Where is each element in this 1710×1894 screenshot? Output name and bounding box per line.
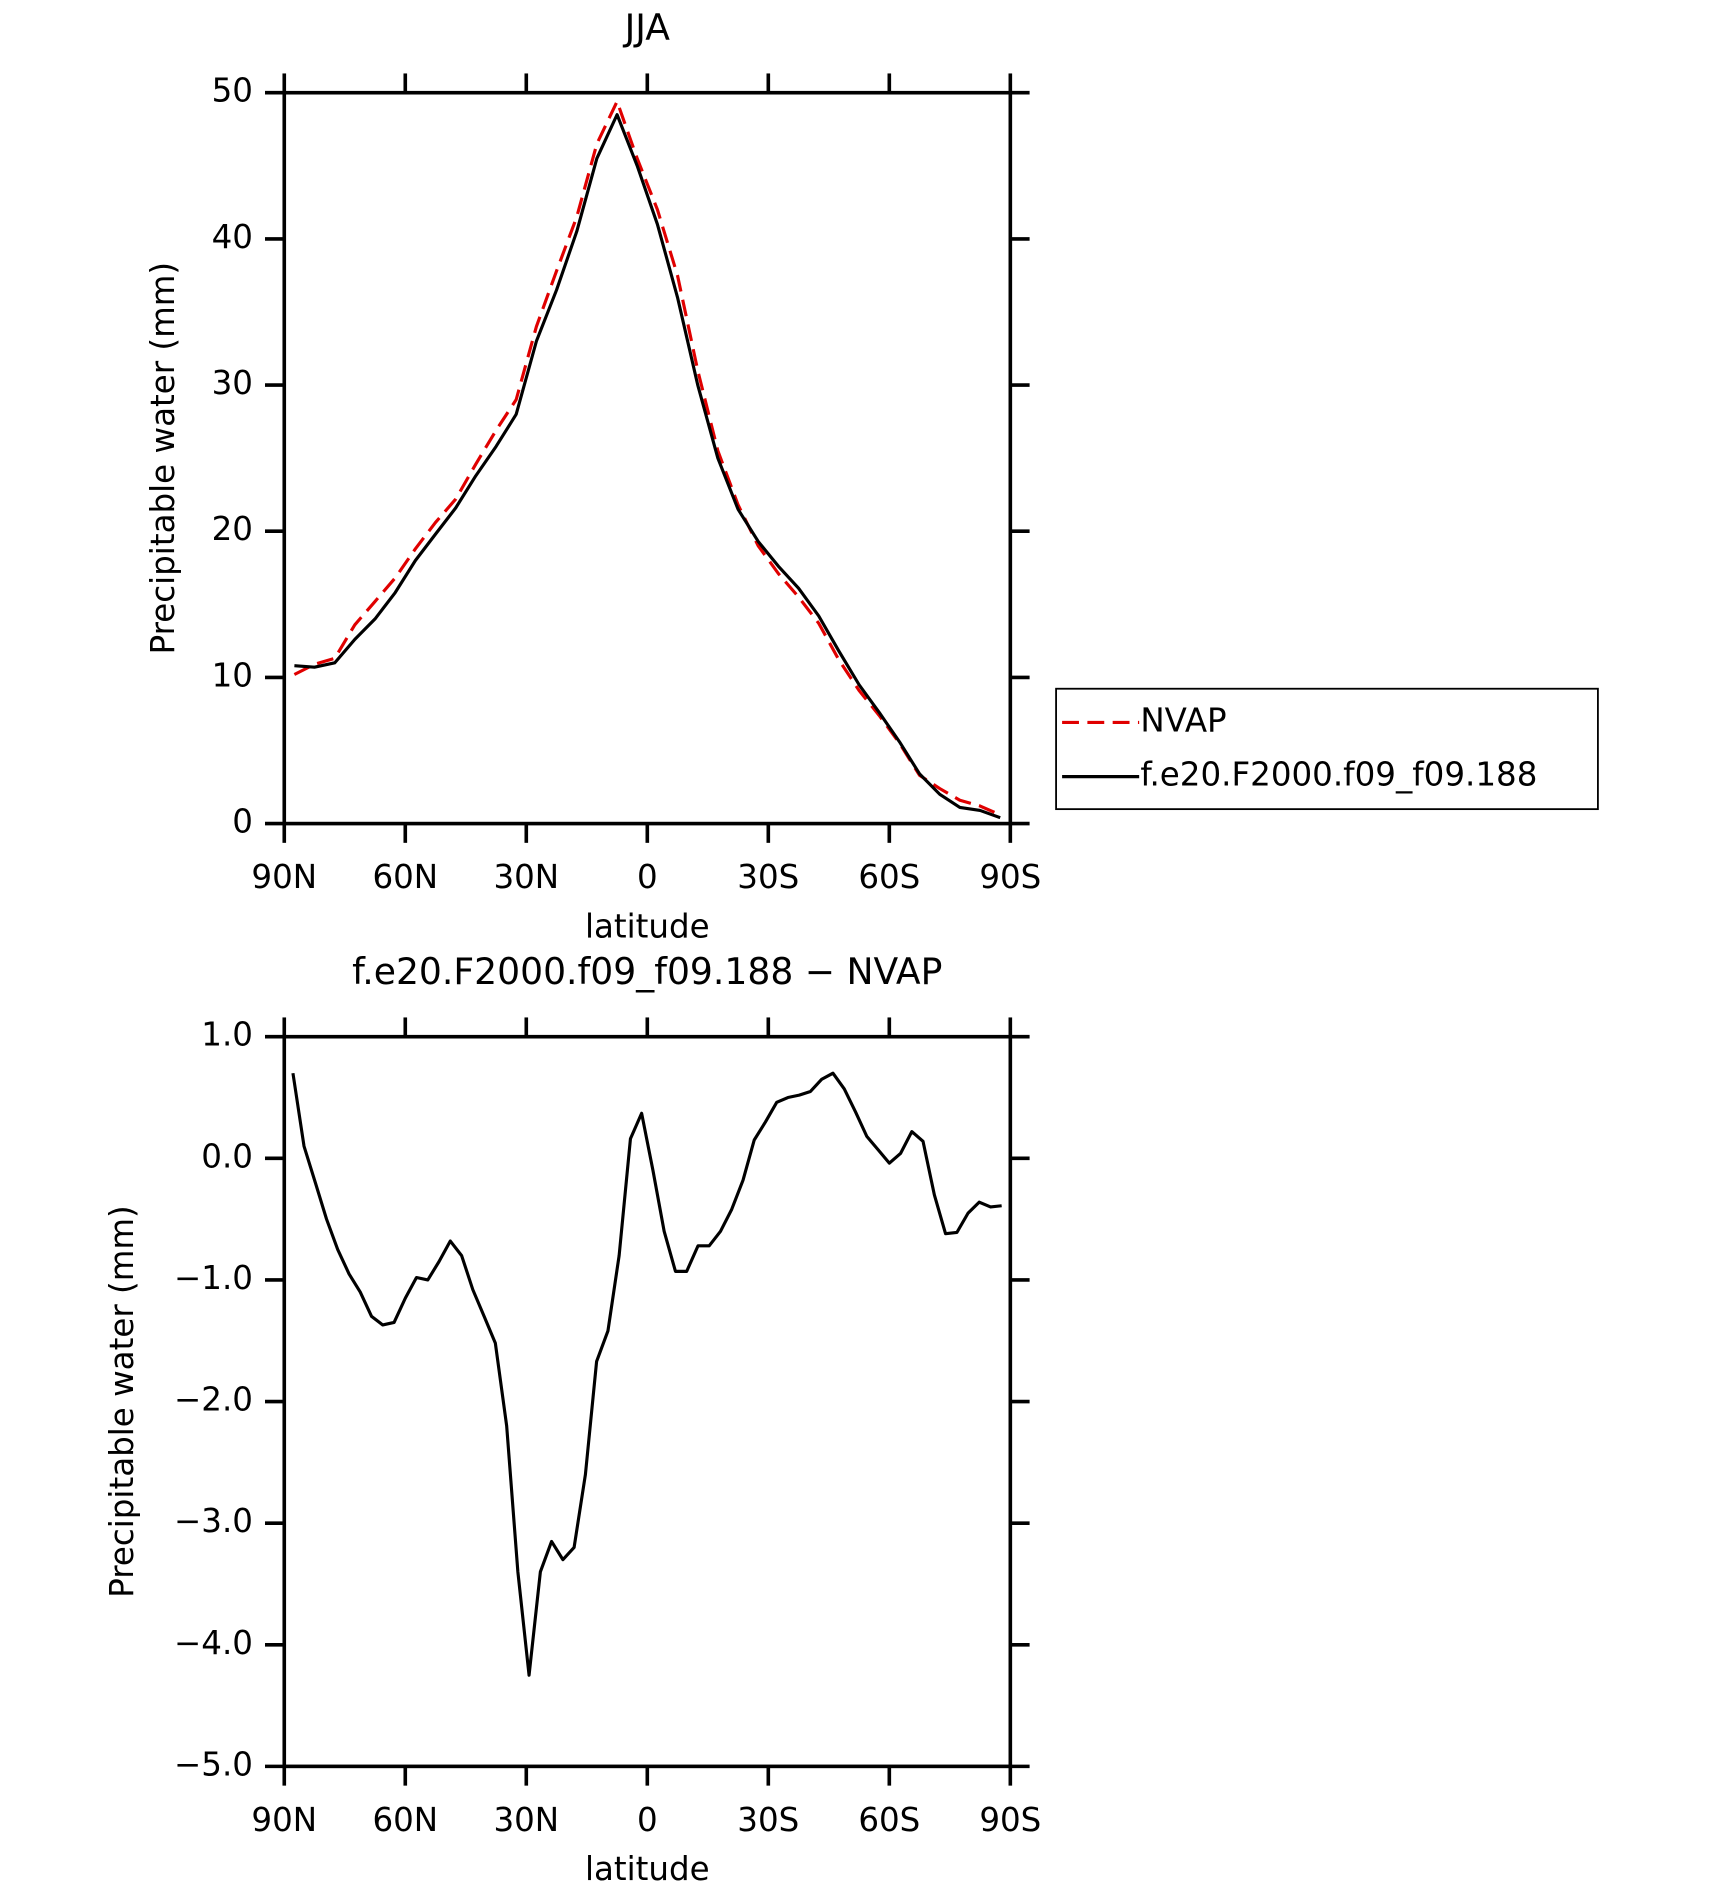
y-axis-label: Precipitable water (mm) <box>144 262 182 654</box>
x-tick-label: 90N <box>251 1801 317 1839</box>
y-axis-label: Precipitable water (mm) <box>103 1205 141 1597</box>
legend-box <box>1055 687 1599 811</box>
y-tick-label: 20 <box>212 510 253 548</box>
x-tick-label: 30N <box>493 1801 559 1839</box>
y-tick-label: −4.0 <box>174 1624 253 1662</box>
y-tick-label: 0.0 <box>201 1137 253 1175</box>
y-tick-label: −2.0 <box>174 1381 253 1419</box>
x-tick-label: 30S <box>737 858 799 896</box>
x-tick-label: 90N <box>251 858 317 896</box>
x-tick-label: 0 <box>637 1801 658 1839</box>
x-tick-label: 30N <box>493 858 559 896</box>
x-axis-label: latitude <box>585 1850 710 1888</box>
y-tick-label: 1.0 <box>201 1016 253 1054</box>
legend-label: NVAP <box>1140 701 1226 739</box>
x-tick-label: 60N <box>372 1801 438 1839</box>
plot-frame <box>282 90 1013 826</box>
x-axis-label: latitude <box>585 907 710 945</box>
x-tick-label: 90S <box>979 1801 1041 1839</box>
x-tick-label: 30S <box>737 1801 799 1839</box>
chart-title: f.e20.F2000.f09_f09.188 − NVAP <box>352 950 942 993</box>
chart-title: JJA <box>623 6 671 49</box>
y-tick-label: −1.0 <box>174 1259 253 1297</box>
data-line <box>294 113 1001 820</box>
y-tick-label: 0 <box>232 803 253 841</box>
y-tick-label: 30 <box>212 364 253 402</box>
x-tick-label: 0 <box>637 858 658 896</box>
legend-label: f.e20.F2000.f09_f09.188 <box>1140 756 1537 794</box>
y-tick-label: −5.0 <box>174 1745 253 1783</box>
data-line <box>291 1071 1002 1677</box>
y-tick-label: 10 <box>212 656 253 694</box>
x-tick-label: 60S <box>858 858 920 896</box>
data-line <box>293 99 1001 817</box>
y-tick-label: −3.0 <box>174 1502 253 1540</box>
x-tick-label: 60N <box>372 858 438 896</box>
y-tick-label: 50 <box>212 72 253 110</box>
x-tick-label: 60S <box>858 1801 920 1839</box>
x-tick-label: 90S <box>979 858 1041 896</box>
y-tick-label: 40 <box>212 218 253 256</box>
